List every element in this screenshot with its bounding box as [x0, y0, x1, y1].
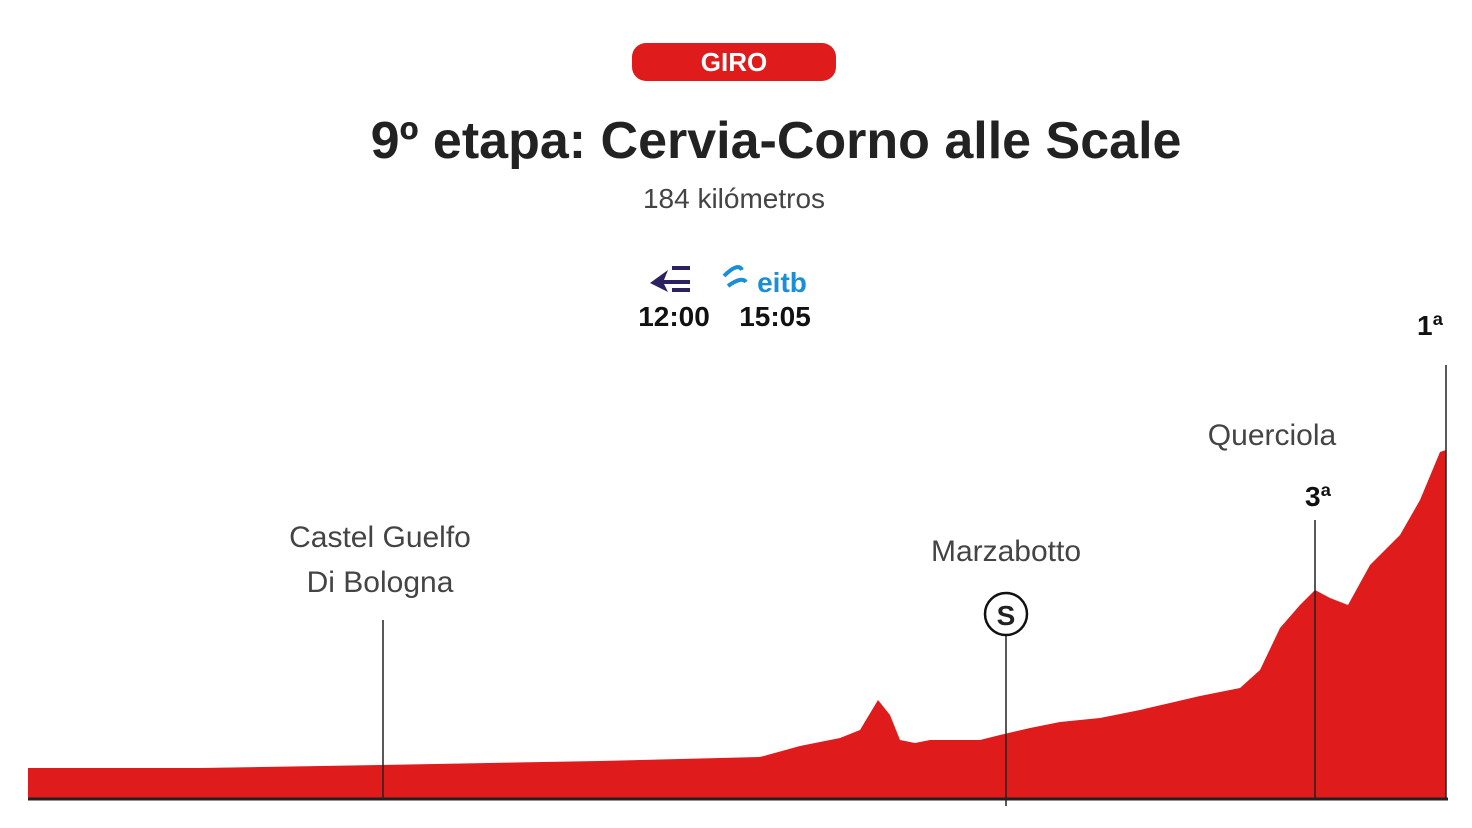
eurosport-logo	[650, 266, 690, 292]
point-label: Querciola	[1208, 419, 1337, 452]
eitb-icon	[722, 265, 748, 288]
climb-category: 3ª	[1305, 481, 1332, 512]
climb-category: 1ª	[1417, 310, 1444, 341]
badge: GIRO	[701, 47, 767, 77]
sprint-label: S	[997, 600, 1016, 631]
eitb-logo: eitb	[757, 267, 807, 298]
badge-bg	[632, 43, 836, 81]
point-label: Marzabotto	[931, 535, 1081, 568]
elevation-profile	[28, 450, 1446, 798]
point-label: Di Bologna	[307, 566, 454, 599]
title: 9º etapa: Cervia-Corno alle Scale	[371, 112, 1182, 170]
subtitle: 184 kilómetros	[643, 183, 825, 214]
broadcast-time: 12:00	[638, 301, 710, 332]
broadcast-time: 15:05	[739, 301, 811, 332]
sprint-marker	[983, 591, 1029, 637]
point-label: Castel Guelfo	[289, 521, 471, 554]
